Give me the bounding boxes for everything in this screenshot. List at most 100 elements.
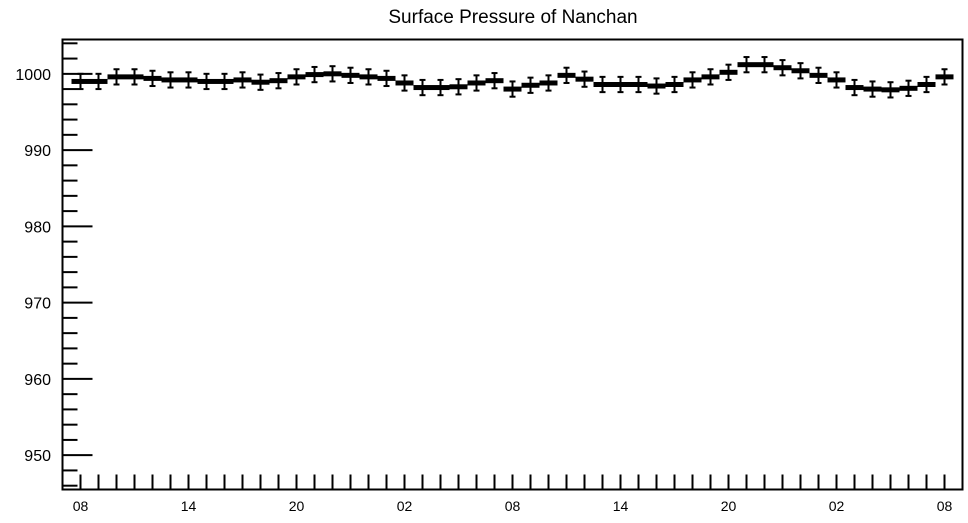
data-marker — [287, 74, 306, 80]
x-tick-label: 08 — [505, 498, 521, 514]
x-tick-label: 08 — [937, 498, 953, 514]
data-marker — [125, 74, 144, 80]
data-marker — [71, 78, 90, 84]
data-marker — [701, 74, 720, 80]
data-point — [143, 69, 162, 88]
data-marker — [233, 77, 252, 83]
data-point — [179, 71, 198, 89]
data-marker — [107, 74, 126, 80]
x-tick-label: 02 — [829, 498, 845, 514]
y-tick-label: 970 — [24, 296, 51, 313]
data-marker — [935, 74, 954, 80]
data-marker — [575, 76, 594, 82]
data-marker — [791, 68, 810, 74]
data-marker — [305, 72, 324, 78]
data-marker — [431, 85, 450, 91]
data-marker — [269, 78, 288, 84]
data-point — [323, 65, 342, 83]
data-point — [701, 68, 720, 86]
y-tick-label: 980 — [24, 219, 51, 236]
data-point — [575, 70, 594, 88]
data-marker — [161, 77, 180, 83]
data-point — [305, 65, 324, 84]
data-point — [809, 66, 828, 84]
x-tick-label: 20 — [289, 498, 305, 514]
data-point — [629, 75, 648, 94]
data-point — [719, 63, 738, 81]
data-marker — [449, 84, 468, 90]
data-point — [449, 78, 468, 96]
data-point — [89, 72, 108, 91]
data-marker — [215, 78, 234, 84]
data-point — [593, 75, 612, 94]
data-point — [845, 78, 864, 97]
data-point — [269, 72, 288, 90]
data-point — [341, 66, 360, 84]
y-tick-label: 950 — [24, 448, 51, 465]
data-marker — [413, 85, 432, 91]
data-marker — [827, 77, 846, 83]
x-axis: 08 14 20 02 08 14 20 02 08 — [73, 474, 953, 514]
data-marker — [485, 78, 504, 84]
data-point — [413, 78, 432, 97]
data-point — [935, 68, 954, 86]
y-axis: 950 960 970 980 990 1000 — [15, 42, 93, 487]
data-point — [107, 68, 126, 86]
data-marker — [899, 85, 918, 91]
data-point — [755, 56, 774, 74]
data-marker — [809, 72, 828, 78]
data-point — [863, 80, 882, 98]
data-marker — [467, 80, 486, 86]
data-point — [467, 74, 486, 92]
data-point — [251, 73, 270, 91]
x-tick-label: 14 — [613, 498, 629, 514]
data-marker — [647, 83, 666, 89]
data-series — [71, 56, 954, 99]
data-marker — [143, 75, 162, 81]
data-marker — [611, 82, 630, 87]
data-point — [773, 59, 792, 77]
data-point — [215, 72, 234, 91]
data-marker — [323, 71, 342, 77]
data-marker — [755, 62, 774, 68]
data-marker — [773, 65, 792, 71]
data-point — [539, 74, 558, 92]
data-marker — [395, 80, 414, 86]
data-marker — [737, 62, 756, 68]
data-point — [683, 71, 702, 89]
data-point — [611, 75, 630, 94]
data-point — [161, 71, 180, 89]
data-point — [737, 56, 756, 74]
data-marker — [179, 77, 198, 83]
data-marker — [845, 85, 864, 91]
data-marker — [521, 82, 540, 88]
data-marker — [341, 72, 360, 78]
data-point — [557, 66, 576, 84]
chart-title: Surface Pressure of Nanchan — [388, 7, 637, 28]
x-tick-label: 20 — [721, 498, 737, 514]
data-point — [665, 75, 684, 94]
data-marker — [683, 77, 702, 83]
data-marker — [359, 74, 378, 80]
data-marker — [557, 72, 576, 78]
data-point — [125, 68, 144, 86]
data-point — [917, 75, 936, 94]
y-tick-label: 1000 — [15, 67, 51, 84]
data-point — [359, 68, 378, 86]
data-point — [287, 68, 306, 86]
data-marker — [377, 75, 396, 81]
data-marker — [503, 86, 522, 92]
y-tick-label: 990 — [24, 143, 51, 160]
data-marker — [863, 86, 882, 92]
y-tick-label: 960 — [24, 372, 51, 389]
data-marker — [719, 69, 738, 75]
data-point — [377, 69, 396, 88]
data-marker — [629, 82, 648, 87]
plot-frame — [61, 38, 964, 491]
x-tick-label: 14 — [181, 498, 197, 514]
data-marker — [89, 78, 108, 84]
data-marker — [251, 79, 270, 85]
data-point — [881, 81, 900, 99]
